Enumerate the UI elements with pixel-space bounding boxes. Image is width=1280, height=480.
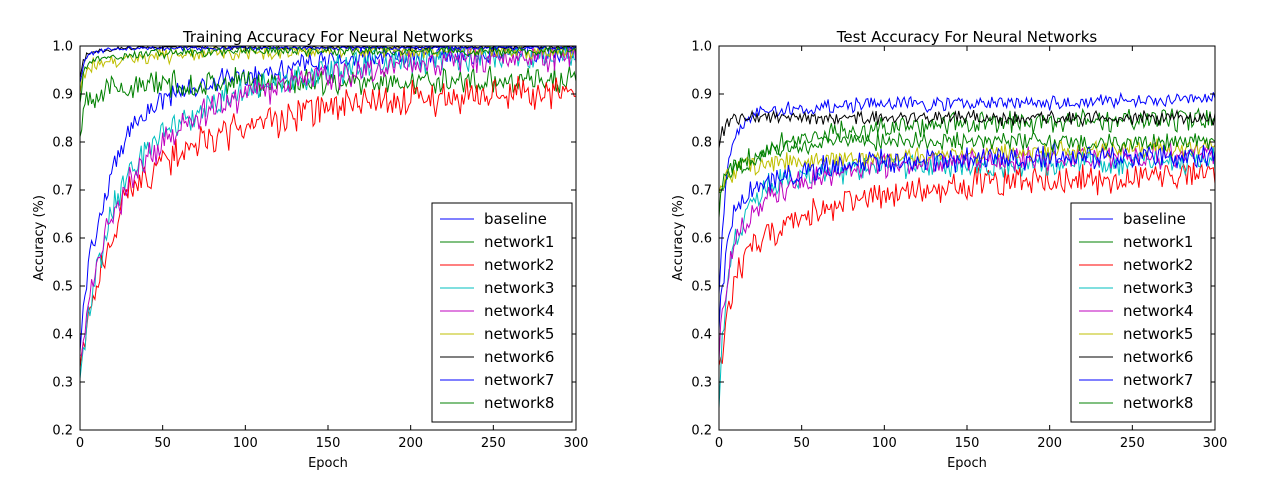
- x-tick-label: 0: [76, 436, 84, 451]
- x-tick-label: 200: [1037, 436, 1062, 451]
- y-tick-label: 0.8: [52, 136, 73, 151]
- x-tick-label: 300: [564, 436, 589, 451]
- x-tick-label: 100: [233, 436, 258, 451]
- series-line-network8: [719, 131, 1215, 193]
- series-line-network5: [719, 138, 1215, 194]
- series-line-network1: [80, 65, 576, 137]
- series-lines: [719, 91, 1215, 409]
- y-tick-label: 0.6: [52, 232, 73, 247]
- legend-label-network2: network2: [484, 256, 554, 274]
- series-line-network7: [719, 140, 1215, 332]
- legend: baseline network1 network2 network3 network4…: [431, 202, 573, 423]
- y-tick-label: 0.5: [52, 280, 73, 295]
- legend-label-network7: network7: [1123, 371, 1193, 389]
- legend-label-network7: network7: [484, 371, 554, 389]
- x-tick-label: 300: [1203, 436, 1228, 451]
- legend-label-network6: network6: [1123, 348, 1193, 366]
- y-tick-label: 0.8: [691, 136, 712, 151]
- y-tick-label: 0.4: [52, 328, 73, 343]
- y-tick-label: 0.2: [691, 424, 712, 439]
- legend-box: [431, 202, 573, 423]
- y-tick-label: 1.0: [691, 40, 712, 55]
- series-line-network2: [80, 75, 576, 370]
- legend-label-network4: network4: [484, 302, 554, 320]
- x-tick-label: 100: [872, 436, 897, 451]
- legend-label-network6: network6: [484, 348, 554, 366]
- series-line-network4: [80, 46, 576, 356]
- y-tick-label: 1.0: [52, 40, 73, 55]
- x-tick-label: 200: [398, 436, 423, 451]
- legend-label-baseline: baseline: [484, 210, 547, 228]
- y-tick-label: 0.6: [691, 232, 712, 247]
- training-accuracy-chart: 0 50 100 150 200 250 300 0.2 0.3 0.4 0.5 0.6 0.7 0.8 0…: [32, 28, 588, 471]
- x-axis-label: Epoch: [947, 456, 987, 471]
- y-tick-label: 0.3: [691, 376, 712, 391]
- legend: baseline network1 network2 network3 network4…: [1070, 202, 1212, 423]
- x-tick-label: 150: [955, 436, 980, 451]
- y-tick-label: 0.7: [691, 184, 712, 199]
- y-tick-label: 0.3: [52, 376, 73, 391]
- series-line-network8: [80, 46, 576, 103]
- legend-label-network8: network8: [1123, 394, 1193, 412]
- legend-box: [1070, 202, 1212, 423]
- legend-label-network5: network5: [484, 325, 554, 343]
- legend-label-network3: network3: [1123, 279, 1193, 297]
- chart-title: Test Accuracy For Neural Networks: [836, 28, 1098, 46]
- y-axis-label: Accuracy (%): [671, 195, 686, 281]
- x-tick-label: 50: [793, 436, 810, 451]
- y-tick-label: 0.9: [691, 88, 712, 103]
- legend-label-network8: network8: [484, 394, 554, 412]
- legend-label-network1: network1: [1123, 233, 1193, 251]
- legend-label-network2: network2: [1123, 256, 1193, 274]
- y-tick-label: 0.4: [691, 328, 712, 343]
- legend-label-network3: network3: [484, 279, 554, 297]
- y-tick-label: 0.2: [52, 424, 73, 439]
- x-tick-label: 50: [154, 436, 171, 451]
- x-tick-label: 150: [316, 436, 341, 451]
- y-tick-label: 0.7: [52, 184, 73, 199]
- legend-label-network5: network5: [1123, 325, 1193, 343]
- series-line-baseline: [719, 91, 1215, 295]
- legend-label-network4: network4: [1123, 302, 1193, 320]
- legend-label-network1: network1: [484, 233, 554, 251]
- series-line-network6: [719, 109, 1215, 149]
- x-tick-label: 250: [1120, 436, 1145, 451]
- x-axis-label: Epoch: [308, 456, 348, 471]
- y-tick-label: 0.9: [52, 88, 73, 103]
- series-line-network2: [719, 162, 1215, 366]
- x-tick-label: 0: [715, 436, 723, 451]
- chart-title: Training Accuracy For Neural Networks: [182, 28, 473, 46]
- series-line-network3: [80, 46, 576, 379]
- x-tick-label: 250: [481, 436, 506, 451]
- y-tick-label: 0.5: [691, 280, 712, 295]
- test-accuracy-chart: 0 50 100 150 200 250 300 0.2 0.3 0.4 0.5 0.6 0.7 0.8 0…: [671, 28, 1227, 471]
- y-axis-label: Accuracy (%): [32, 195, 47, 281]
- legend-label-baseline: baseline: [1123, 210, 1186, 228]
- series-line-network1: [719, 107, 1215, 219]
